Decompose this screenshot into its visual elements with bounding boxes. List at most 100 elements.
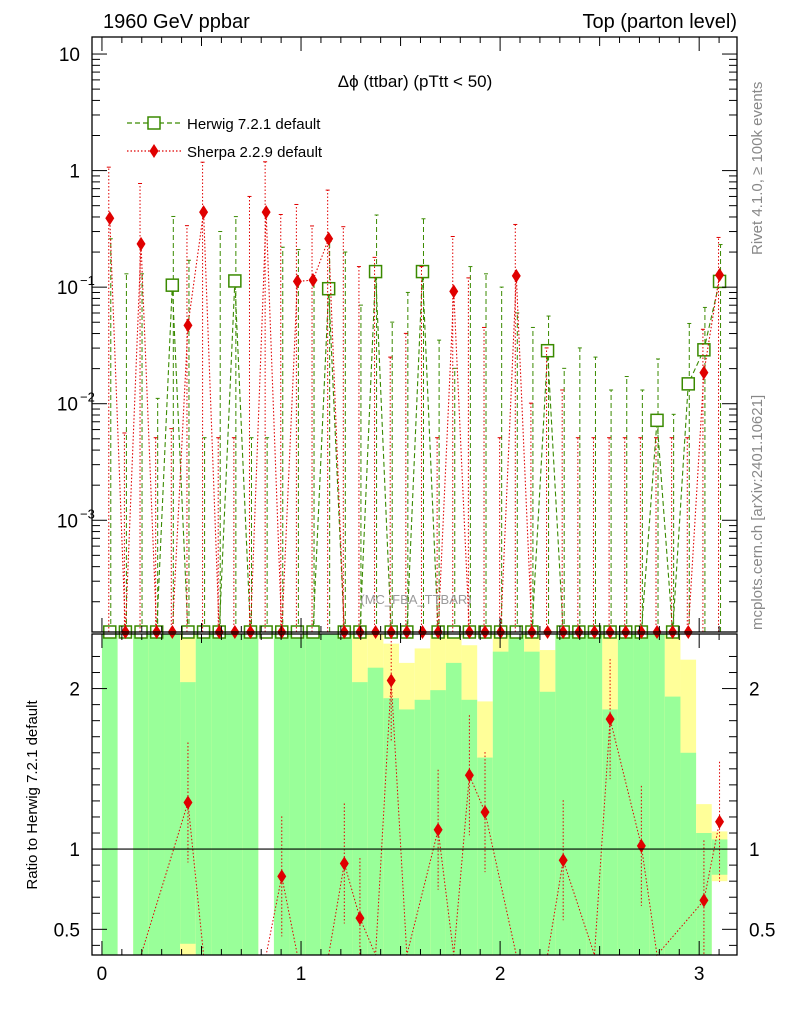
sherpa-point-10: [261, 205, 271, 220]
sherpa-point-0: [105, 211, 115, 226]
ratio-sherpa-point-11: [699, 893, 709, 908]
ratio-ytick-label-right-0: 0.5: [749, 920, 775, 941]
band-green-14: [320, 634, 337, 955]
band-green-18: [383, 698, 400, 955]
ratio-sherpa-point-12: [715, 814, 725, 829]
band-green-8: [227, 634, 243, 955]
band-green-9: [242, 634, 259, 955]
sherpa-point-39: [715, 268, 725, 283]
ratio-xtick-label-3: 3: [694, 964, 705, 985]
band-green-6: [195, 634, 212, 955]
ratio-ytick-label-left-1: 1: [69, 840, 80, 861]
ratio-sherpa-point-1: [277, 869, 287, 884]
band-green-4: [164, 634, 181, 955]
ratio-sherpa-point-5: [433, 822, 443, 837]
ratio-uncertainty-bands: [101, 634, 728, 955]
ratio-xtick-label-2: 2: [495, 964, 506, 985]
ratio-xtick-label-0: 0: [97, 964, 108, 985]
main-series-layer: [103, 161, 727, 639]
sherpa-point-22: [449, 284, 459, 299]
herwig-point-35: [650, 413, 664, 428]
sherpa-point-14: [324, 231, 334, 246]
ratio-ytick-label-left-0: 0.5: [54, 920, 80, 941]
ratio-xtick-label-1: 1: [296, 964, 307, 985]
sherpa-point-6: [199, 205, 209, 220]
header-right: Top (parton level): [582, 11, 737, 33]
band-green-17: [367, 667, 384, 955]
legend-herwig-square-marker: [147, 116, 161, 130]
band-green-24: [477, 757, 493, 955]
band-green-26: [508, 634, 525, 955]
main-ytick-label-4: 10: [59, 45, 80, 66]
band-green-16: [352, 682, 368, 955]
legend-herwig-label: Herwig 7.2.1 default: [187, 116, 321, 133]
main-ytick-label-1: 10: [57, 395, 78, 416]
ratio-y-axis-label: Ratio to Herwig 7.2.1 default: [24, 700, 41, 890]
ratio-ytick-label-left-2: 2: [69, 680, 80, 701]
herwig-point-37: [681, 377, 696, 391]
band-green-22: [445, 662, 462, 955]
ratio-ytick-label-right-1: 1: [749, 840, 760, 861]
band-green-11: [273, 634, 290, 955]
herwig-point-8: [228, 274, 242, 288]
sherpa-point-12: [292, 274, 302, 289]
band-green-36: [664, 696, 681, 955]
ratio-sherpa-point-8: [558, 853, 568, 868]
band-green-2: [133, 634, 149, 955]
main-ytick-label-3: 1: [69, 162, 80, 183]
main-ytick-label-2: 10: [57, 278, 78, 299]
band-green-0: [101, 634, 118, 955]
band-green-27: [524, 651, 540, 955]
main-ytick-exponent-2: −1: [80, 273, 95, 288]
band-green-13: [305, 634, 321, 955]
main-frame: [91, 36, 738, 633]
sherpa-point-5: [183, 318, 193, 333]
band-green-3: [148, 634, 165, 955]
band-green-30: [571, 634, 587, 955]
legend: Herwig 7.2.1 default Sherpa 2.2.9 defaul…: [127, 116, 323, 161]
band-green-35: [649, 634, 665, 955]
side-label-top: Rivet 4.1.0, ≥ 100k events: [749, 82, 766, 255]
sherpa-point-38: [699, 365, 709, 380]
ratio-sherpa-point-7: [480, 805, 490, 820]
main-ytick-exponent-1: −2: [80, 390, 95, 405]
band-green-25: [492, 651, 509, 955]
main-ytick-label-0: 10: [57, 511, 78, 532]
ratio-sherpa-point-3: [355, 911, 365, 926]
herwig-line: [109, 271, 721, 633]
herwig-point-38: [697, 343, 711, 357]
band-green-19: [399, 709, 415, 955]
side-label-bottom: mcplots.cern.ch [arXiv:2401.10621]: [749, 395, 766, 630]
band-green-15: [336, 634, 353, 955]
sherpa-point-26: [511, 268, 521, 283]
band-green-34: [633, 634, 650, 955]
herwig-point-14: [321, 281, 336, 296]
ratio-sherpa-point-6: [464, 768, 474, 783]
legend-sherpa-label: Sherpa 2.2.9 default: [187, 144, 323, 161]
ratio-sherpa-point-2: [339, 856, 349, 871]
band-green-20: [414, 699, 431, 955]
band-green-7: [211, 634, 228, 955]
band-green-29: [555, 634, 572, 955]
herwig-point-4: [165, 278, 180, 292]
ratio-sherpa-point-0: [183, 795, 193, 810]
ratio-sherpa-point-9: [605, 712, 615, 727]
ratio-ytick-label-right-2: 2: [749, 680, 760, 701]
band-green-37: [680, 752, 697, 955]
ratio-frame: [91, 633, 738, 956]
legend-sherpa-diamond-marker: [149, 144, 159, 158]
herwig-point-20: [415, 264, 430, 279]
band-green-12: [289, 634, 306, 955]
band-green-28: [539, 691, 556, 955]
sherpa-line: [109, 212, 721, 633]
sherpa-point-13: [308, 273, 318, 288]
band-green-33: [617, 634, 634, 955]
main-ytick-exponent-0: −3: [80, 506, 95, 521]
herwig-point-28: [540, 343, 555, 358]
sherpa-point-2: [136, 236, 146, 251]
ratio-series-layer: [92, 634, 737, 957]
plot-title: Δϕ (ttbar) (pTtt < 50): [338, 72, 493, 91]
band-green-32: [602, 709, 618, 955]
